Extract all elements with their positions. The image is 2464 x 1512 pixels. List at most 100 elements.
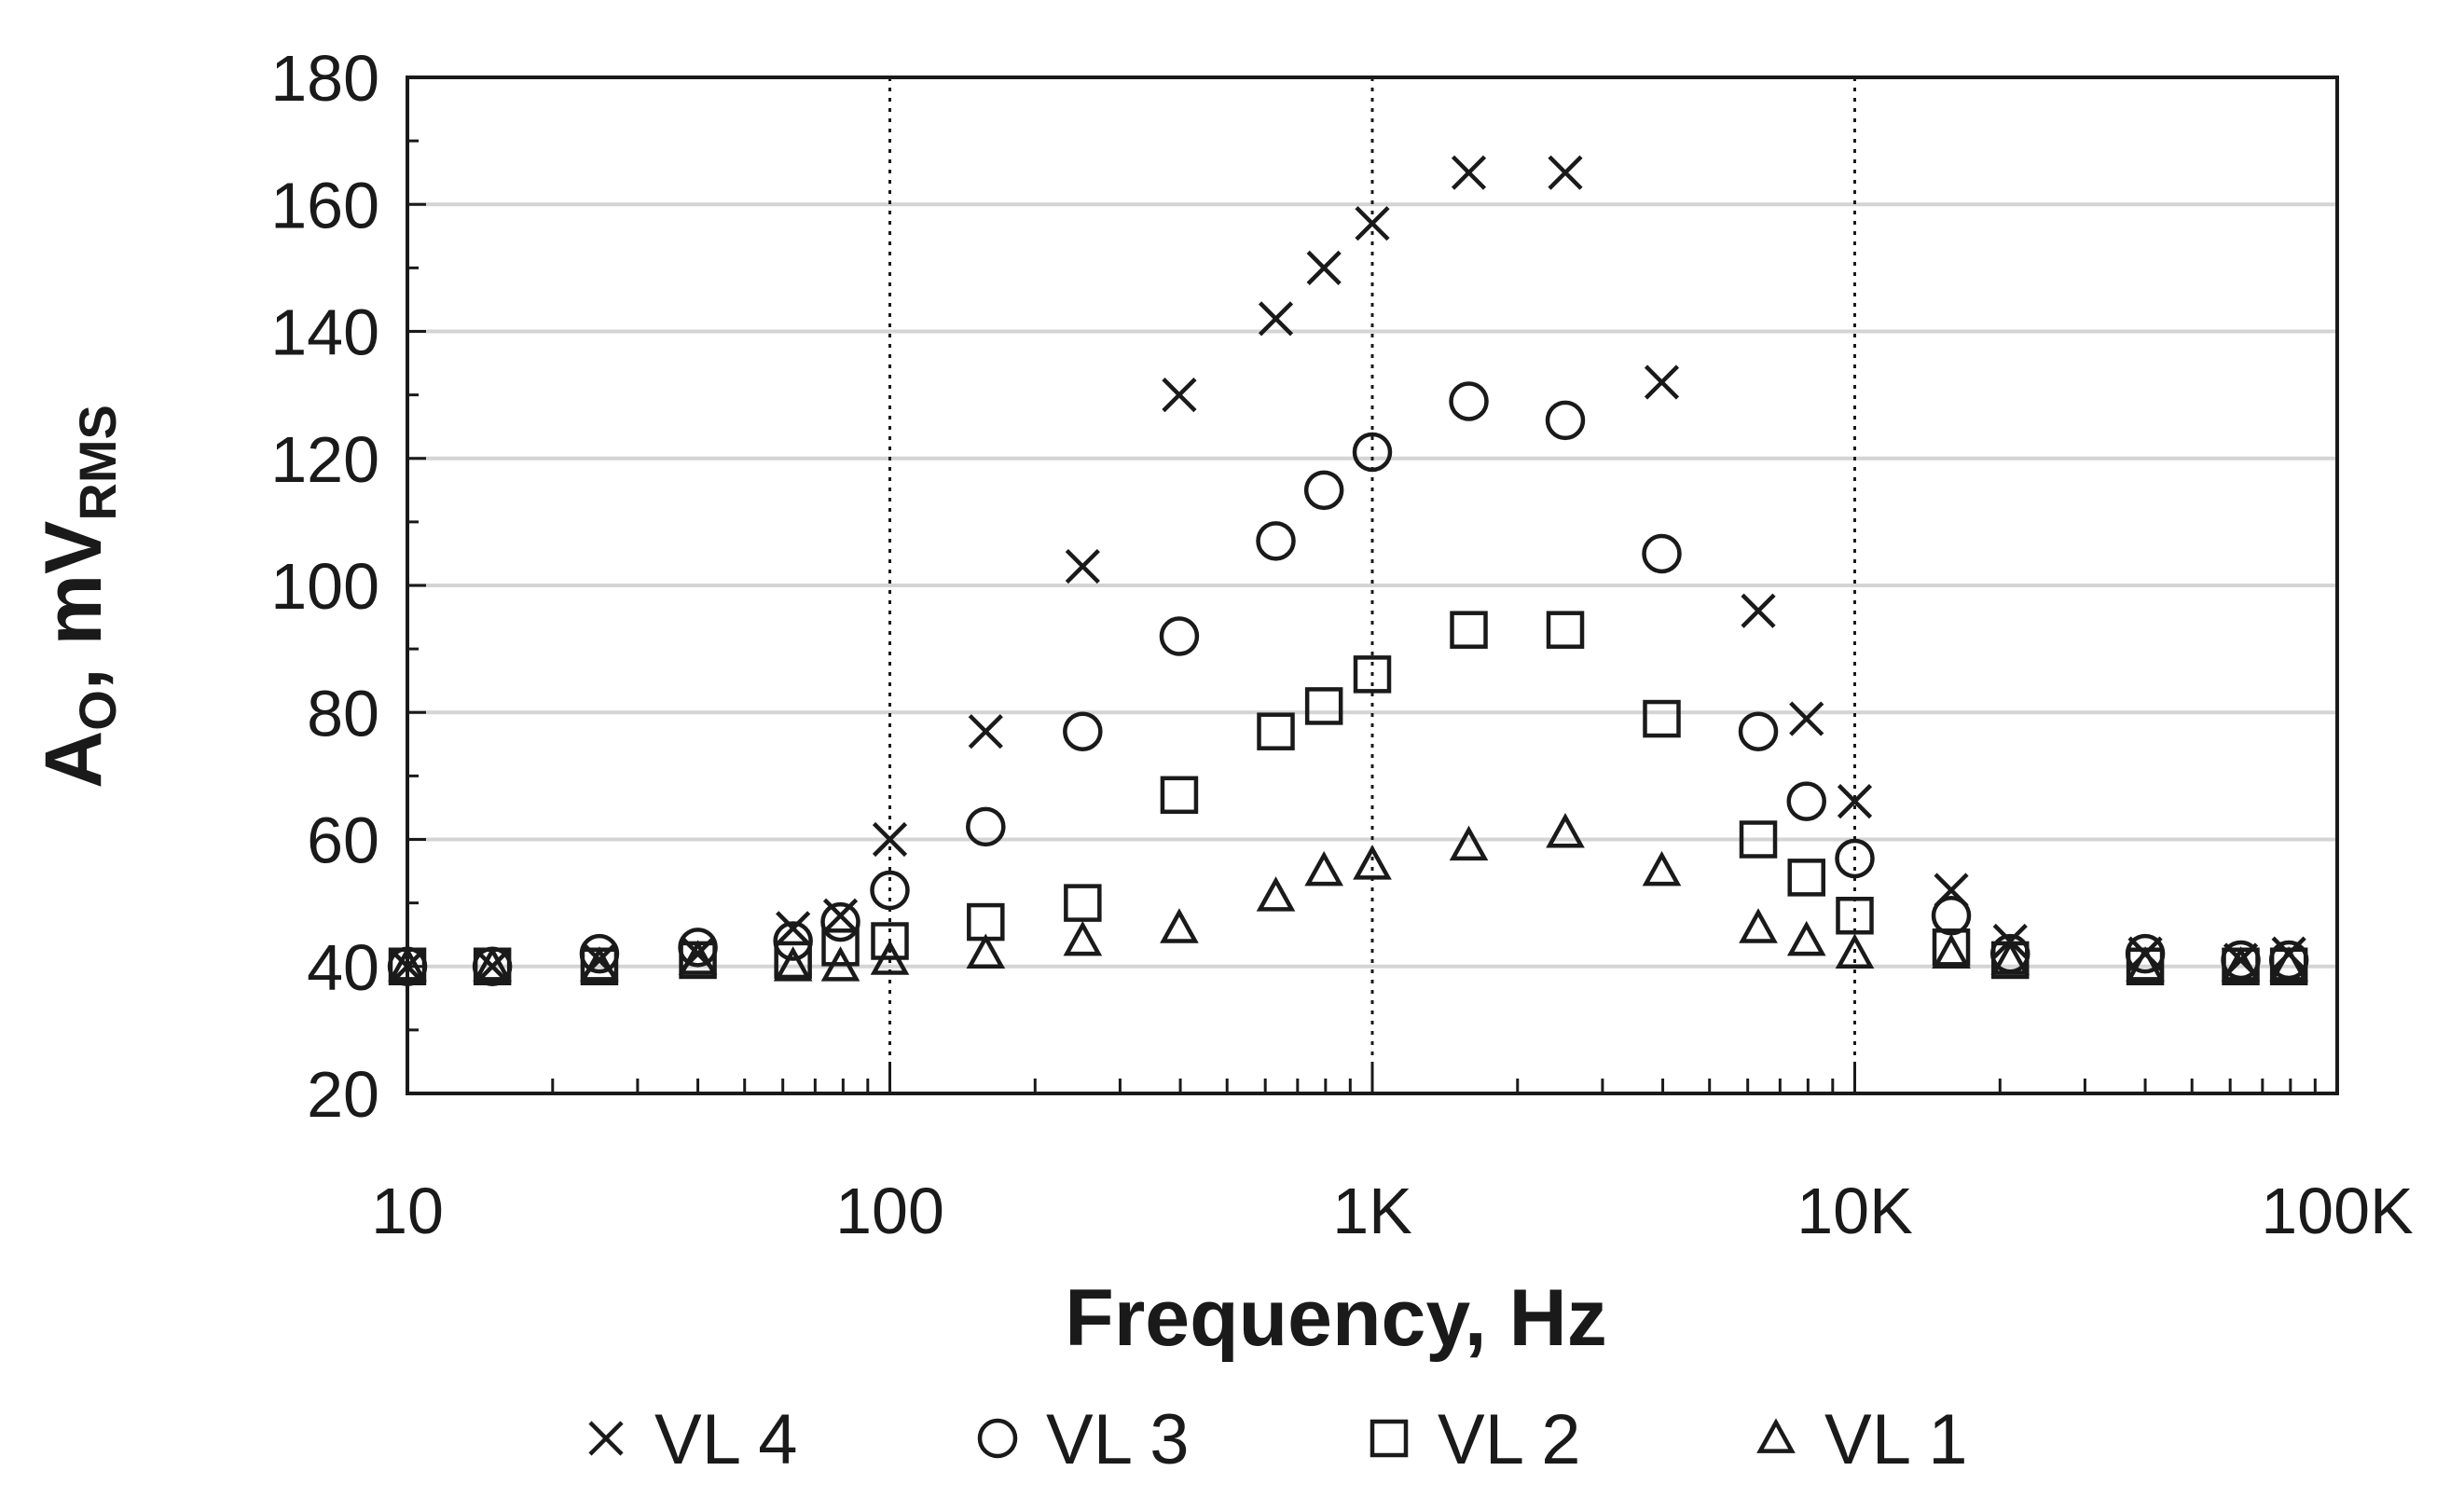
point-vl4 xyxy=(1451,155,1487,190)
point-vl2 xyxy=(967,902,1005,942)
point-vl1 xyxy=(678,940,718,975)
point-vl4 xyxy=(1992,923,2028,959)
point-vl3 xyxy=(1449,381,1489,421)
point-vl1 xyxy=(2126,946,2165,982)
point-vl4-stroke-b xyxy=(1306,250,1342,285)
point-vl4 xyxy=(1065,548,1100,584)
point-vl3 xyxy=(820,901,860,942)
point-vl1 xyxy=(966,933,1006,969)
series-vl4 xyxy=(390,155,2306,984)
legend: VL 4 VL 3 VL 2 VL 1 xyxy=(588,1400,1968,1479)
y-tick-label-140: 140 xyxy=(270,296,379,369)
point-vl3 xyxy=(2268,940,2309,981)
point-vl2 xyxy=(1160,776,1199,815)
y-title-rest: , mV xyxy=(29,521,118,691)
legend-item-vl2: VL 2 xyxy=(1370,1400,1581,1479)
legend-marker-vl2 xyxy=(1370,1419,1409,1458)
point-vl3 xyxy=(1352,432,1393,473)
point-vl4-stroke-b xyxy=(776,911,811,946)
point-vl1 xyxy=(1256,876,1296,912)
point-vl4 xyxy=(2223,942,2259,978)
point-vl4-stroke-b xyxy=(2223,942,2259,978)
point-vl1 xyxy=(1835,933,1875,969)
point-vl1 xyxy=(1739,908,1778,943)
point-vl4-stroke-b xyxy=(1934,873,1969,908)
point-vl2 xyxy=(774,941,812,980)
point-vl1 xyxy=(1160,908,1199,943)
point-vl4-stroke-b xyxy=(1548,155,1583,190)
point-vl1 xyxy=(1642,850,1682,887)
point-vl2 xyxy=(1787,859,1825,897)
y-tick-label-180: 180 xyxy=(270,42,379,115)
point-vl4-stroke-b xyxy=(1837,784,1873,819)
point-vl1 xyxy=(1449,825,1489,861)
x-axis-title: Frequency, Hz xyxy=(1065,1273,1606,1363)
point-vl4 xyxy=(2127,936,2163,971)
point-vl1 xyxy=(1932,933,1971,969)
point-vl3 xyxy=(579,933,620,974)
point-vl1 xyxy=(773,946,813,982)
point-vl4 xyxy=(582,942,617,978)
point-vl4 xyxy=(776,911,811,946)
grid xyxy=(407,77,2337,1093)
point-vl2 xyxy=(1546,611,1585,649)
y-axis-title: AO, mVRMS xyxy=(29,405,127,789)
point-vl3 xyxy=(966,806,1006,847)
point-vl3 xyxy=(678,928,718,968)
point-vl4 xyxy=(872,821,908,858)
legend-label-vl4: VL 4 xyxy=(654,1400,798,1479)
point-vl4-stroke-b xyxy=(1451,155,1487,190)
point-vl3 xyxy=(1256,521,1296,561)
y-tick-label-120: 120 xyxy=(270,423,379,496)
legend-marker-vl3 xyxy=(977,1418,1018,1459)
point-vl3 xyxy=(1159,616,1200,656)
point-vl4 xyxy=(1548,155,1583,190)
point-vl4-stroke-b xyxy=(2271,936,2306,971)
point-vl4 xyxy=(1258,301,1294,337)
point-vl1 xyxy=(580,946,619,982)
point-vl3 xyxy=(472,946,513,986)
point-vl2 xyxy=(1739,820,1778,859)
point-vl3 xyxy=(1063,711,1103,751)
point-vl4 xyxy=(822,898,859,933)
x-tick-label-100K: 100K xyxy=(2261,1175,2413,1247)
point-vl2 xyxy=(2126,947,2165,985)
point-vl2 xyxy=(1353,655,1392,694)
point-vl3 xyxy=(2125,933,2166,974)
point-vl2 xyxy=(679,941,717,980)
point-vl1 xyxy=(388,946,427,982)
data-markers xyxy=(387,155,2309,986)
legend-label-vl2: VL 2 xyxy=(1438,1400,1581,1479)
point-vl3 xyxy=(1642,533,1682,574)
point-vl2 xyxy=(1643,699,1681,738)
point-vl1 xyxy=(1546,813,1585,848)
y-tick-label-160: 160 xyxy=(270,169,379,241)
x-tick-label-10K: 10K xyxy=(1796,1175,1913,1247)
legend-label-vl3: VL 3 xyxy=(1046,1400,1190,1479)
point-vl4 xyxy=(2271,936,2306,971)
point-vl4 xyxy=(1789,701,1824,736)
point-vl4-stroke-b xyxy=(1258,301,1294,337)
series-vl3 xyxy=(387,381,2309,986)
point-vl4-stroke-b xyxy=(1789,701,1824,736)
legend-marker-vl4-stroke-b xyxy=(588,1421,624,1456)
series-vl2 xyxy=(388,611,2308,985)
point-vl4-stroke-b xyxy=(1355,206,1390,241)
legend-item-vl1: VL 1 xyxy=(1756,1400,1968,1479)
point-vl3 xyxy=(387,946,428,986)
point-vl1 xyxy=(1786,920,1826,956)
y-tick-label-80: 80 xyxy=(307,677,379,749)
legend-item-vl3: VL 3 xyxy=(977,1400,1190,1479)
point-vl3 xyxy=(1303,470,1344,511)
y-tick-label-100: 100 xyxy=(270,550,379,623)
point-vl4-stroke-b xyxy=(1741,593,1776,628)
legend-label-vl1: VL 1 xyxy=(1824,1400,1968,1479)
point-vl2 xyxy=(580,947,619,985)
point-vl4-stroke-b xyxy=(872,821,908,858)
y-title-main: A xyxy=(29,731,118,789)
point-vl1 xyxy=(1304,850,1343,887)
point-vl4-stroke-b xyxy=(582,942,617,978)
point-vl4-stroke-b xyxy=(390,949,425,984)
point-vl1 xyxy=(1063,920,1103,956)
point-vl3 xyxy=(870,870,910,911)
